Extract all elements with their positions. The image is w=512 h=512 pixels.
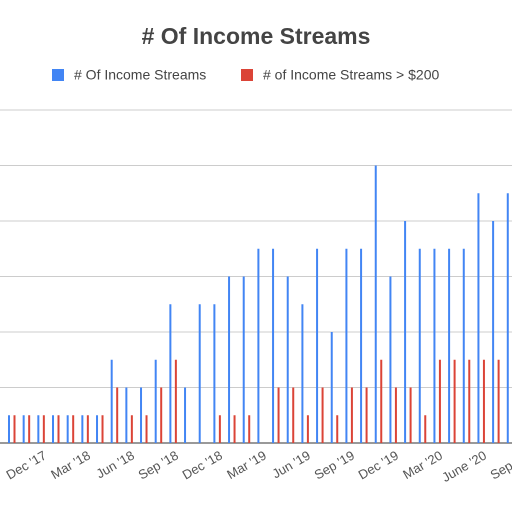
bar <box>277 387 280 443</box>
chart-title: # Of Income Streams <box>142 23 371 49</box>
bar <box>57 415 60 443</box>
x-tick-label: Mar '19 <box>224 448 269 482</box>
bar <box>345 248 348 443</box>
bar <box>174 359 177 443</box>
bar <box>86 415 89 443</box>
bar <box>336 415 339 443</box>
bar <box>394 387 397 443</box>
legend-label: # Of Income Streams <box>74 67 206 83</box>
x-tick-label: Sep '20 <box>488 448 512 483</box>
bar <box>433 248 436 443</box>
bar <box>418 248 421 443</box>
bar <box>145 415 148 443</box>
bar <box>482 359 485 443</box>
bar <box>154 359 157 443</box>
legend-label: # of Income Streams > $200 <box>263 67 439 83</box>
bar <box>184 387 187 443</box>
bar <box>228 276 231 443</box>
x-tick-label: Dec '19 <box>356 448 401 483</box>
bar <box>409 387 412 443</box>
x-tick-label: Sep '18 <box>136 448 181 483</box>
x-tick-label: Dec '18 <box>180 448 225 483</box>
bar <box>389 276 392 443</box>
x-tick-label: Mar '20 <box>400 448 445 482</box>
bar <box>116 387 119 443</box>
legend-swatch <box>241 69 253 81</box>
bar <box>198 304 201 443</box>
bar <box>424 415 427 443</box>
bar <box>8 415 10 443</box>
bar <box>130 415 133 443</box>
bar <box>37 415 40 443</box>
bar <box>160 387 163 443</box>
legend-swatch <box>52 69 64 81</box>
x-tick-label: Dec '17 <box>4 448 49 483</box>
bar <box>242 276 245 443</box>
bar <box>301 304 304 443</box>
bar <box>42 415 45 443</box>
bar <box>169 304 172 443</box>
bar <box>72 415 75 443</box>
bar <box>66 415 69 443</box>
bar <box>316 248 319 443</box>
bar <box>330 332 333 443</box>
bar <box>404 221 407 443</box>
bar <box>13 415 16 443</box>
bar <box>101 415 104 443</box>
bar <box>28 415 31 443</box>
bar <box>81 415 84 443</box>
bar <box>96 415 99 443</box>
bar <box>497 359 500 443</box>
bar <box>453 359 456 443</box>
bar <box>140 387 143 443</box>
bar <box>125 387 128 443</box>
bar <box>360 248 363 443</box>
bar <box>438 359 441 443</box>
bar <box>448 248 451 443</box>
bar <box>365 387 368 443</box>
bar <box>52 415 55 443</box>
bar <box>272 248 275 443</box>
bar <box>248 415 251 443</box>
x-tick-label: Jun '19 <box>269 448 312 482</box>
bar <box>492 221 495 443</box>
bar <box>321 387 324 443</box>
bar <box>306 415 309 443</box>
bar <box>286 276 289 443</box>
x-tick-label: Sep '19 <box>312 448 357 483</box>
bar <box>233 415 236 443</box>
bar <box>506 193 509 443</box>
bar <box>257 248 260 443</box>
bar <box>218 415 221 443</box>
bar <box>374 165 377 443</box>
bar <box>110 359 113 443</box>
bar <box>350 387 353 443</box>
x-tick-label: Mar '18 <box>48 448 93 482</box>
bar <box>477 193 480 443</box>
bar <box>213 304 216 443</box>
x-tick-label: June '20 <box>439 448 489 485</box>
bar <box>380 359 383 443</box>
bar <box>462 248 465 443</box>
bar <box>292 387 295 443</box>
x-tick-label: Jun '18 <box>93 448 136 482</box>
bar <box>22 415 25 443</box>
bar <box>468 359 471 443</box>
